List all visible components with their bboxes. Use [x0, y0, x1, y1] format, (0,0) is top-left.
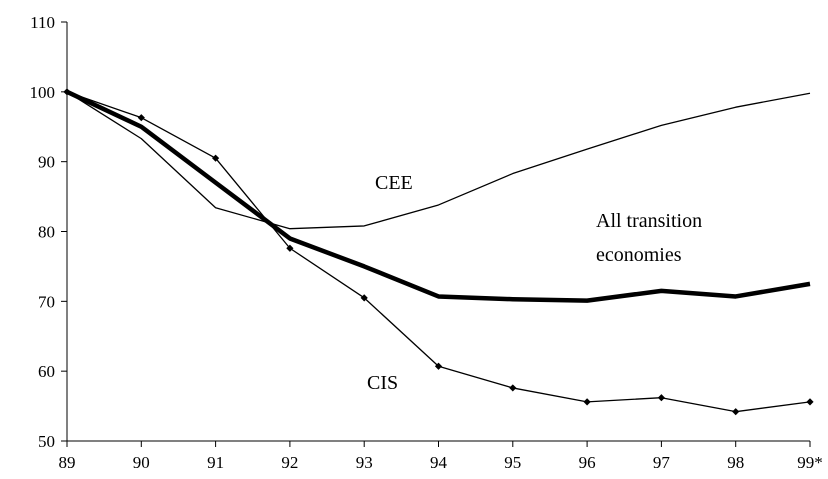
data-point-cis — [434, 362, 443, 370]
series-label-all-line-2: economies — [596, 244, 682, 266]
x-tick-label: 90 — [133, 453, 150, 472]
x-tick-label: 93 — [356, 453, 373, 472]
data-point-cis — [212, 154, 220, 162]
y-tick-label: 100 — [30, 83, 56, 102]
x-tick-label: 95 — [504, 453, 521, 472]
x-tick-label: 92 — [281, 453, 298, 472]
chart-axes: 50 60 70 80 90 100 110 89 90 91 92 93 94 95 96 97 98 99* — [30, 13, 823, 472]
series-cee — [66, 91, 811, 230]
data-point-cis — [360, 294, 368, 302]
series-label-all-line-1: All transition — [596, 210, 702, 232]
y-tick-label: 90 — [38, 153, 55, 172]
y-tick-label: 50 — [38, 432, 55, 451]
x-tick-label: 97 — [653, 453, 671, 472]
y-tick-label: 70 — [38, 292, 55, 311]
x-tick-label: 98 — [727, 453, 744, 472]
x-axis-ticks: 89 90 91 92 93 94 95 96 97 98 99* — [59, 441, 823, 472]
series-cis — [63, 88, 814, 416]
data-point-cis — [806, 398, 814, 406]
data-point-cis — [732, 408, 740, 416]
series-all-transition-economies — [66, 89, 811, 303]
y-tick-label: 60 — [38, 362, 55, 381]
x-tick-label: 99* — [797, 453, 823, 472]
y-tick-label: 110 — [30, 13, 55, 32]
x-tick-label: 96 — [579, 453, 596, 472]
data-point-cis — [137, 114, 145, 122]
series-line-all-transition-economies — [66, 89, 811, 303]
data-point-cis — [509, 384, 517, 392]
x-tick-label: 94 — [430, 453, 448, 472]
x-tick-label: 91 — [207, 453, 224, 472]
data-point-cis — [657, 394, 665, 402]
data-point-cis — [583, 398, 591, 406]
plot-area — [63, 88, 814, 416]
x-tick-label: 89 — [59, 453, 76, 472]
data-point-cis — [63, 88, 71, 96]
data-point-cis — [286, 244, 294, 252]
series-label-cee: CEE — [375, 172, 413, 194]
series-label-cis: CIS — [367, 372, 398, 394]
y-axis-ticks: 50 60 70 80 90 100 110 — [30, 13, 67, 451]
series-line-cee — [66, 91, 811, 230]
y-tick-label: 80 — [38, 223, 55, 242]
